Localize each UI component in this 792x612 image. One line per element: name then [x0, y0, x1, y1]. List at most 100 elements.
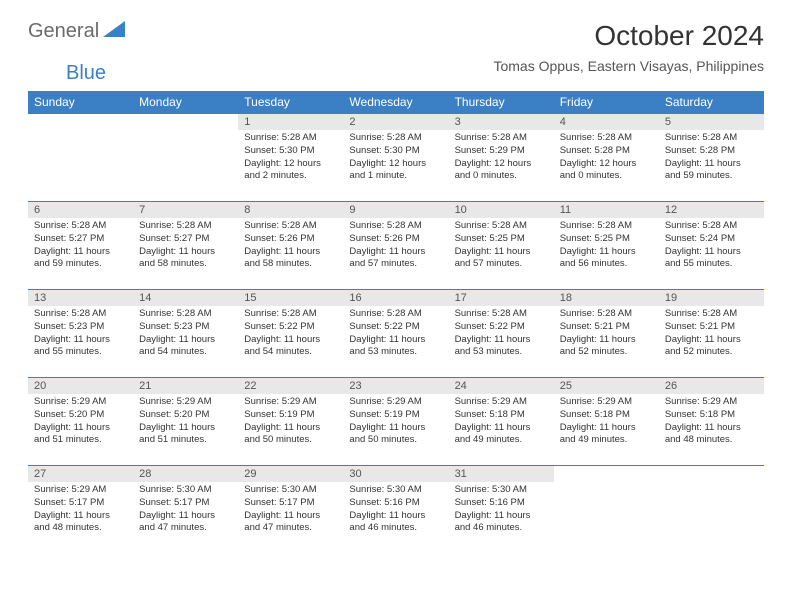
sunrise-text: Sunrise: 5:28 AM — [244, 308, 337, 321]
sunrise-text: Sunrise: 5:28 AM — [455, 132, 548, 145]
calendar-table: Sunday Monday Tuesday Wednesday Thursday… — [28, 91, 764, 554]
calendar-day-cell: 11Sunrise: 5:28 AMSunset: 5:25 PMDayligh… — [554, 202, 659, 290]
sunrise-text: Sunrise: 5:28 AM — [244, 132, 337, 145]
sunrise-text: Sunrise: 5:28 AM — [665, 308, 758, 321]
day-content: Sunrise: 5:29 AMSunset: 5:18 PMDaylight:… — [554, 394, 659, 449]
calendar-week-row: 6Sunrise: 5:28 AMSunset: 5:27 PMDaylight… — [28, 202, 764, 290]
daylight-text: Daylight: 11 hours and 49 minutes. — [455, 422, 548, 448]
calendar-week-row: 20Sunrise: 5:29 AMSunset: 5:20 PMDayligh… — [28, 378, 764, 466]
calendar-day-cell — [133, 114, 238, 202]
calendar-day-cell — [659, 466, 764, 554]
day-number: 14 — [133, 290, 238, 306]
daylight-text: Daylight: 12 hours and 0 minutes. — [560, 158, 653, 184]
daylight-text: Daylight: 11 hours and 54 minutes. — [244, 334, 337, 360]
calendar-day-cell: 21Sunrise: 5:29 AMSunset: 5:20 PMDayligh… — [133, 378, 238, 466]
day-number — [133, 114, 238, 130]
sunset-text: Sunset: 5:27 PM — [139, 233, 232, 246]
sunset-text: Sunset: 5:18 PM — [560, 409, 653, 422]
day-number: 25 — [554, 378, 659, 394]
daylight-text: Daylight: 11 hours and 58 minutes. — [244, 246, 337, 272]
calendar-day-cell — [554, 466, 659, 554]
sunrise-text: Sunrise: 5:30 AM — [139, 484, 232, 497]
calendar-day-cell: 2Sunrise: 5:28 AMSunset: 5:30 PMDaylight… — [343, 114, 448, 202]
calendar-day-cell: 28Sunrise: 5:30 AMSunset: 5:17 PMDayligh… — [133, 466, 238, 554]
daylight-text: Daylight: 11 hours and 46 minutes. — [349, 510, 442, 536]
calendar-day-cell: 25Sunrise: 5:29 AMSunset: 5:18 PMDayligh… — [554, 378, 659, 466]
sunrise-text: Sunrise: 5:28 AM — [560, 132, 653, 145]
day-content: Sunrise: 5:29 AMSunset: 5:17 PMDaylight:… — [28, 482, 133, 537]
daylight-text: Daylight: 11 hours and 58 minutes. — [139, 246, 232, 272]
day-content: Sunrise: 5:29 AMSunset: 5:19 PMDaylight:… — [343, 394, 448, 449]
day-content: Sunrise: 5:28 AMSunset: 5:24 PMDaylight:… — [659, 218, 764, 273]
calendar-day-cell: 5Sunrise: 5:28 AMSunset: 5:28 PMDaylight… — [659, 114, 764, 202]
daylight-text: Daylight: 11 hours and 57 minutes. — [455, 246, 548, 272]
sunset-text: Sunset: 5:22 PM — [244, 321, 337, 334]
day-content: Sunrise: 5:28 AMSunset: 5:30 PMDaylight:… — [238, 130, 343, 185]
calendar-day-cell: 20Sunrise: 5:29 AMSunset: 5:20 PMDayligh… — [28, 378, 133, 466]
logo-triangle-icon — [103, 21, 125, 42]
sunrise-text: Sunrise: 5:28 AM — [455, 308, 548, 321]
sunrise-text: Sunrise: 5:29 AM — [455, 396, 548, 409]
day-content: Sunrise: 5:28 AMSunset: 5:27 PMDaylight:… — [28, 218, 133, 273]
day-number: 29 — [238, 466, 343, 482]
day-header-row: Sunday Monday Tuesday Wednesday Thursday… — [28, 91, 764, 114]
sunrise-text: Sunrise: 5:30 AM — [349, 484, 442, 497]
sunrise-text: Sunrise: 5:28 AM — [34, 220, 127, 233]
sunrise-text: Sunrise: 5:28 AM — [455, 220, 548, 233]
calendar-week-row: 13Sunrise: 5:28 AMSunset: 5:23 PMDayligh… — [28, 290, 764, 378]
day-content: Sunrise: 5:28 AMSunset: 5:21 PMDaylight:… — [554, 306, 659, 361]
daylight-text: Daylight: 11 hours and 51 minutes. — [139, 422, 232, 448]
day-number: 10 — [449, 202, 554, 218]
sunset-text: Sunset: 5:16 PM — [349, 497, 442, 510]
sunset-text: Sunset: 5:29 PM — [455, 145, 548, 158]
day-number: 13 — [28, 290, 133, 306]
daylight-text: Daylight: 11 hours and 53 minutes. — [349, 334, 442, 360]
day-header: Friday — [554, 91, 659, 114]
daylight-text: Daylight: 12 hours and 1 minute. — [349, 158, 442, 184]
sunrise-text: Sunrise: 5:28 AM — [34, 308, 127, 321]
daylight-text: Daylight: 11 hours and 50 minutes. — [244, 422, 337, 448]
day-number: 24 — [449, 378, 554, 394]
sunset-text: Sunset: 5:17 PM — [34, 497, 127, 510]
day-content: Sunrise: 5:29 AMSunset: 5:18 PMDaylight:… — [659, 394, 764, 449]
sunrise-text: Sunrise: 5:28 AM — [349, 132, 442, 145]
sunrise-text: Sunrise: 5:29 AM — [560, 396, 653, 409]
sunset-text: Sunset: 5:17 PM — [139, 497, 232, 510]
sunrise-text: Sunrise: 5:29 AM — [349, 396, 442, 409]
sunset-text: Sunset: 5:28 PM — [560, 145, 653, 158]
day-content: Sunrise: 5:28 AMSunset: 5:23 PMDaylight:… — [133, 306, 238, 361]
daylight-text: Daylight: 11 hours and 52 minutes. — [665, 334, 758, 360]
sunset-text: Sunset: 5:25 PM — [560, 233, 653, 246]
day-content: Sunrise: 5:29 AMSunset: 5:20 PMDaylight:… — [133, 394, 238, 449]
daylight-text: Daylight: 11 hours and 57 minutes. — [349, 246, 442, 272]
calendar-week-row: 27Sunrise: 5:29 AMSunset: 5:17 PMDayligh… — [28, 466, 764, 554]
day-content: Sunrise: 5:28 AMSunset: 5:30 PMDaylight:… — [343, 130, 448, 185]
day-content: Sunrise: 5:28 AMSunset: 5:21 PMDaylight:… — [659, 306, 764, 361]
daylight-text: Daylight: 11 hours and 48 minutes. — [665, 422, 758, 448]
sunrise-text: Sunrise: 5:28 AM — [665, 132, 758, 145]
sunset-text: Sunset: 5:19 PM — [244, 409, 337, 422]
calendar-day-cell: 4Sunrise: 5:28 AMSunset: 5:28 PMDaylight… — [554, 114, 659, 202]
day-content: Sunrise: 5:30 AMSunset: 5:17 PMDaylight:… — [133, 482, 238, 537]
sunrise-text: Sunrise: 5:28 AM — [560, 308, 653, 321]
day-number: 28 — [133, 466, 238, 482]
calendar-day-cell: 15Sunrise: 5:28 AMSunset: 5:22 PMDayligh… — [238, 290, 343, 378]
daylight-text: Daylight: 11 hours and 46 minutes. — [455, 510, 548, 536]
sunset-text: Sunset: 5:28 PM — [665, 145, 758, 158]
sunset-text: Sunset: 5:30 PM — [349, 145, 442, 158]
sunrise-text: Sunrise: 5:28 AM — [560, 220, 653, 233]
day-header: Thursday — [449, 91, 554, 114]
daylight-text: Daylight: 11 hours and 54 minutes. — [139, 334, 232, 360]
logo-text-blue: Blue — [66, 62, 106, 84]
daylight-text: Daylight: 12 hours and 0 minutes. — [455, 158, 548, 184]
sunset-text: Sunset: 5:18 PM — [455, 409, 548, 422]
day-content: Sunrise: 5:30 AMSunset: 5:17 PMDaylight:… — [238, 482, 343, 537]
calendar-day-cell: 17Sunrise: 5:28 AMSunset: 5:22 PMDayligh… — [449, 290, 554, 378]
daylight-text: Daylight: 11 hours and 59 minutes. — [665, 158, 758, 184]
calendar-day-cell: 10Sunrise: 5:28 AMSunset: 5:25 PMDayligh… — [449, 202, 554, 290]
daylight-text: Daylight: 11 hours and 59 minutes. — [34, 246, 127, 272]
sunset-text: Sunset: 5:20 PM — [139, 409, 232, 422]
sunset-text: Sunset: 5:20 PM — [34, 409, 127, 422]
day-number: 7 — [133, 202, 238, 218]
daylight-text: Daylight: 11 hours and 52 minutes. — [560, 334, 653, 360]
